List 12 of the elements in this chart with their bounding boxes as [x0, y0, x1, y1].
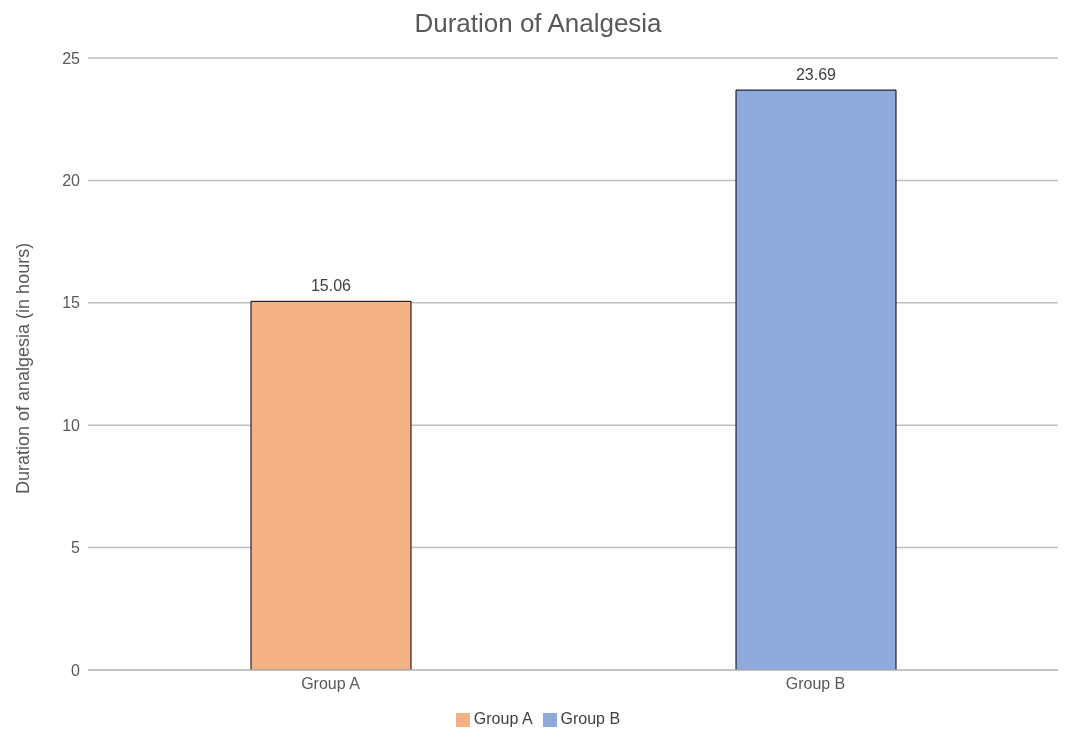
- y-tick-label: 15: [62, 294, 81, 312]
- legend-label: Group A: [473, 710, 533, 727]
- data-label: 23.69: [795, 66, 837, 84]
- y-tick-label: 5: [71, 539, 81, 557]
- data-label: 15.06: [310, 277, 352, 295]
- y-tick-label: 10: [62, 416, 81, 434]
- chart-title: Duration of Analgesia: [413, 8, 663, 40]
- legend-label: Group B: [560, 710, 621, 727]
- y-tick-label: 20: [62, 172, 81, 190]
- y-axis-title: Duration of analgesia (in hours): [13, 242, 34, 494]
- y-tick-label: 25: [62, 49, 81, 67]
- y-tick-label: 0: [71, 661, 81, 679]
